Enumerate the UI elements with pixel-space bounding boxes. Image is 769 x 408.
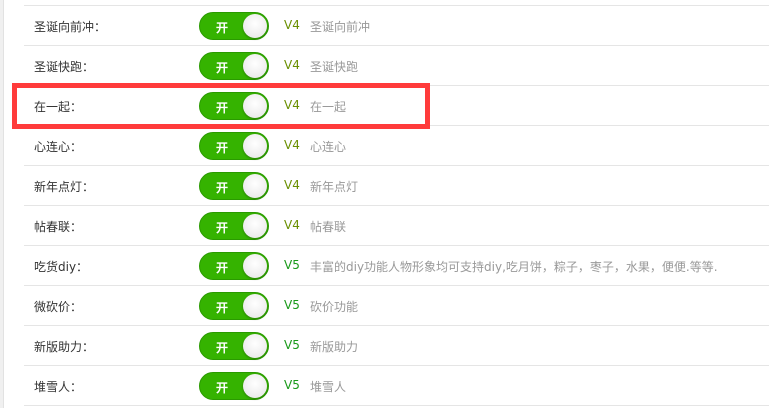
feature-description: 在一起 bbox=[310, 100, 347, 114]
feature-row: 圣诞快跑： 开 V4 圣诞快跑 bbox=[24, 46, 769, 86]
feature-label: 圣诞向前冲： bbox=[34, 20, 107, 34]
feature-description: 圣诞快跑 bbox=[310, 60, 359, 74]
feature-toggle[interactable]: 开 bbox=[199, 172, 269, 200]
feature-description: 砍价功能 bbox=[310, 300, 359, 314]
version-badge: V4 bbox=[284, 58, 300, 72]
feature-toggle[interactable]: 开 bbox=[199, 212, 269, 240]
feature-description: 帖春联 bbox=[310, 220, 347, 234]
version-badge: V5 bbox=[284, 338, 300, 352]
toggle-knob bbox=[243, 14, 267, 38]
feature-toggle[interactable]: 开 bbox=[199, 12, 269, 40]
version-badge: V4 bbox=[284, 98, 300, 112]
feature-label: 圣诞快跑： bbox=[34, 60, 95, 74]
feature-description: 新年点灯 bbox=[310, 180, 359, 194]
feature-row: 吃货diy： 开 V5 丰富的diy功能人物形象均可支持diy,吃月饼，粽子，枣… bbox=[24, 246, 769, 286]
left-border bbox=[0, 0, 4, 408]
feature-toggle[interactable]: 开 bbox=[199, 52, 269, 80]
feature-row: 圣诞向前冲： 开 V4 圣诞向前冲 bbox=[24, 6, 769, 46]
feature-toggle[interactable]: 开 bbox=[199, 132, 269, 160]
toggle-on-label: 开 bbox=[216, 101, 229, 115]
feature-label: 帖春联： bbox=[34, 220, 83, 234]
toggle-knob bbox=[243, 94, 267, 118]
feature-row: 堆雪人： 开 V5 堆雪人 bbox=[24, 366, 769, 406]
version-badge: V4 bbox=[284, 138, 300, 152]
version-badge: V5 bbox=[284, 258, 300, 272]
toggle-knob bbox=[243, 214, 267, 238]
feature-row: 在一起： 开 V4 在一起 bbox=[24, 86, 769, 126]
feature-description: 丰富的diy功能人物形象均可支持diy,吃月饼，粽子，枣子，水果，便便.等等. bbox=[310, 260, 718, 274]
toggle-on-label: 开 bbox=[216, 261, 229, 275]
feature-toggle[interactable]: 开 bbox=[199, 292, 269, 320]
toggle-knob bbox=[243, 54, 267, 78]
feature-label: 微砍价： bbox=[34, 300, 83, 314]
toggle-knob bbox=[243, 334, 267, 358]
feature-description: 圣诞向前冲 bbox=[310, 20, 371, 34]
toggle-knob bbox=[243, 374, 267, 398]
toggle-knob bbox=[243, 134, 267, 158]
feature-toggle[interactable]: 开 bbox=[199, 92, 269, 120]
feature-label: 新版助力： bbox=[34, 340, 95, 354]
version-badge: V4 bbox=[284, 178, 300, 192]
version-badge: V5 bbox=[284, 298, 300, 312]
feature-row: 新版助力： 开 V5 新版助力 bbox=[24, 326, 769, 366]
toggle-on-label: 开 bbox=[216, 381, 229, 395]
feature-description: 堆雪人 bbox=[310, 380, 347, 394]
version-badge: V4 bbox=[284, 18, 300, 32]
feature-row: 微砍价： 开 V5 砍价功能 bbox=[24, 286, 769, 326]
toggle-knob bbox=[243, 254, 267, 278]
feature-label: 在一起： bbox=[34, 100, 83, 114]
toggle-knob bbox=[243, 294, 267, 318]
toggle-on-label: 开 bbox=[216, 21, 229, 35]
feature-description: 新版助力 bbox=[310, 340, 359, 354]
feature-label: 堆雪人： bbox=[34, 380, 83, 394]
feature-label: 新年点灯： bbox=[34, 180, 95, 194]
version-badge: V5 bbox=[284, 378, 300, 392]
feature-row: 心连心： 开 V4 心连心 bbox=[24, 126, 769, 166]
toggle-on-label: 开 bbox=[216, 61, 229, 75]
feature-toggle[interactable]: 开 bbox=[199, 252, 269, 280]
toggle-on-label: 开 bbox=[216, 221, 229, 235]
feature-label: 心连心： bbox=[34, 140, 83, 154]
feature-toggle[interactable]: 开 bbox=[199, 332, 269, 360]
highlight-box bbox=[12, 83, 430, 129]
toggle-on-label: 开 bbox=[216, 141, 229, 155]
feature-toggle[interactable]: 开 bbox=[199, 372, 269, 400]
feature-label: 吃货diy： bbox=[34, 260, 89, 274]
toggle-on-label: 开 bbox=[216, 181, 229, 195]
version-badge: V4 bbox=[284, 218, 300, 232]
feature-row: 帖春联： 开 V4 帖春联 bbox=[24, 206, 769, 246]
toggle-on-label: 开 bbox=[216, 341, 229, 355]
feature-description: 心连心 bbox=[310, 140, 347, 154]
toggle-on-label: 开 bbox=[216, 301, 229, 315]
feature-row: 新年点灯： 开 V4 新年点灯 bbox=[24, 166, 769, 206]
feature-list: 圣诞向前冲： 开 V4 圣诞向前冲 圣诞快跑： 开 V4 圣诞快跑 在一起： 开 V… bbox=[24, 5, 769, 406]
toggle-knob bbox=[243, 174, 267, 198]
